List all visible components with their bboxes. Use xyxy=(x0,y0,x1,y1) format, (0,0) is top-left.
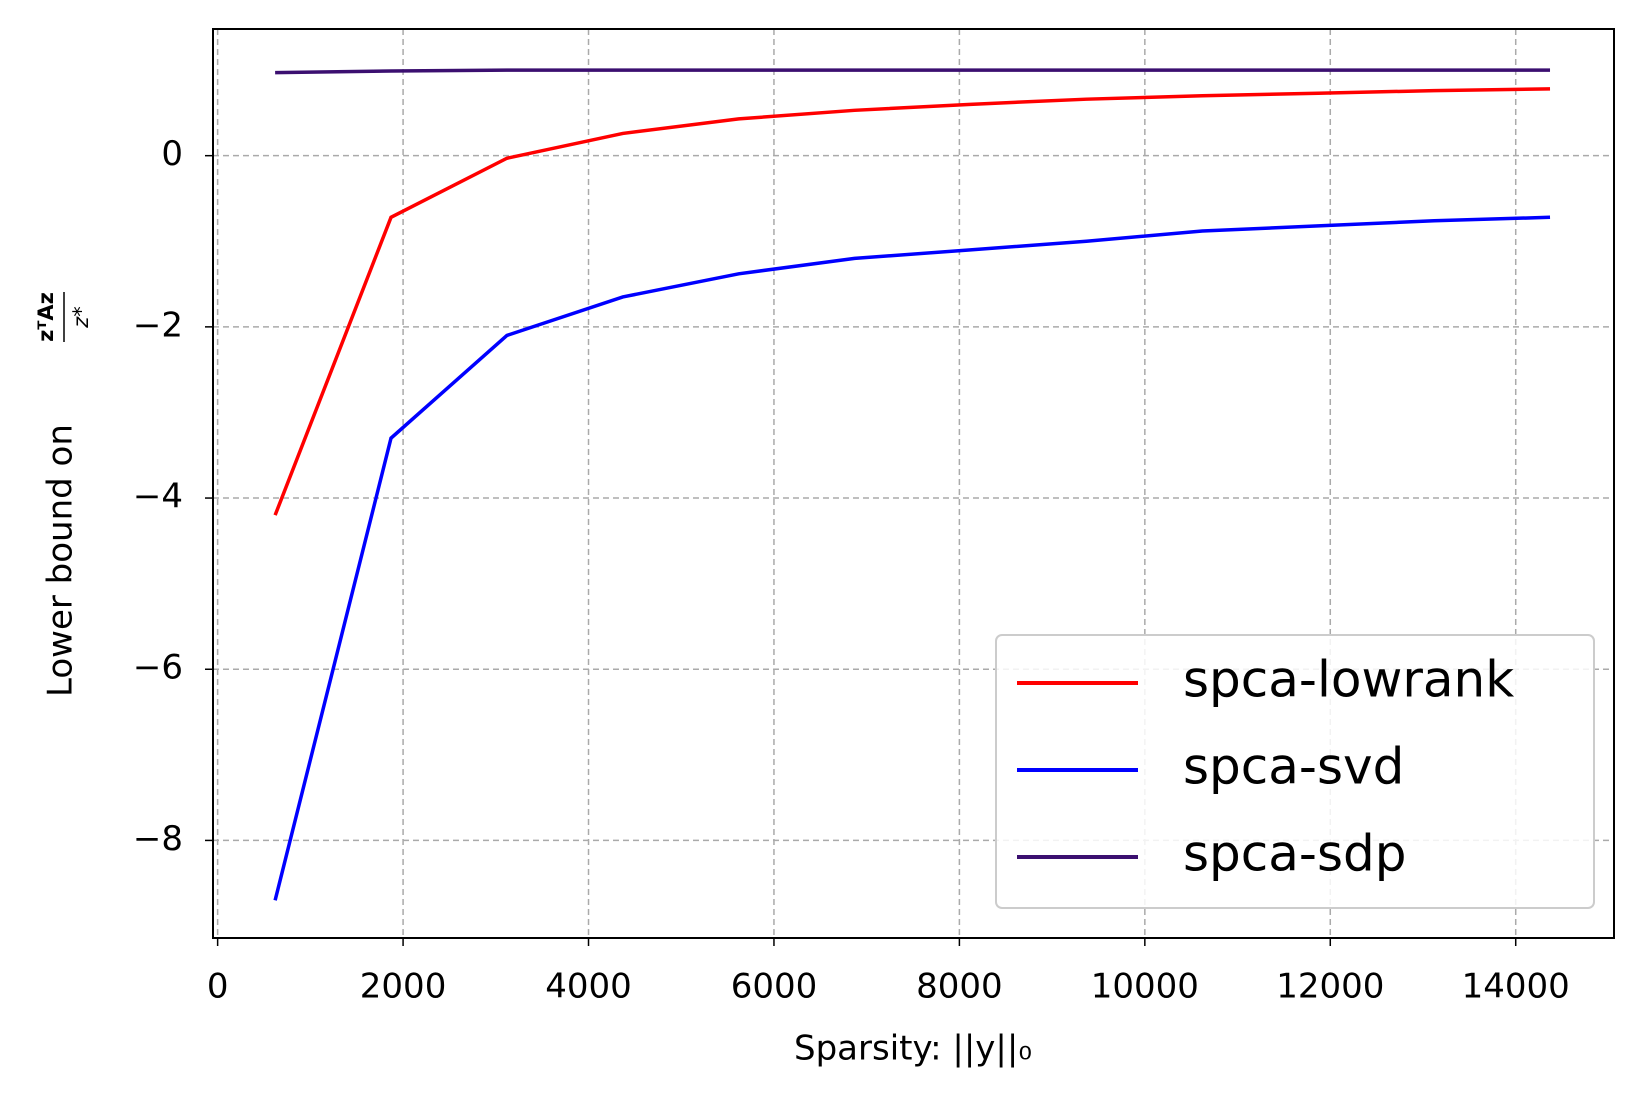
x-axis-label: Sparsity: ||y||₀ xyxy=(794,1029,1032,1069)
legend: spca-lowrank spca-svd spca-sdp xyxy=(995,634,1595,909)
legend-label: spca-sdp xyxy=(1183,825,1407,883)
y-tick-label: −8 xyxy=(133,819,183,859)
x-tick-label: 8000 xyxy=(916,967,1003,1007)
x-tick-label: 0 xyxy=(207,967,229,1007)
legend-label: spca-lowrank xyxy=(1183,651,1514,709)
y-tick-label: −6 xyxy=(133,648,183,688)
series-line xyxy=(273,215,1551,901)
y-tick-label: −2 xyxy=(133,305,183,345)
x-tick-label: 6000 xyxy=(731,967,818,1007)
y-tick-label: −4 xyxy=(133,477,183,517)
x-tick-label: 2000 xyxy=(360,967,447,1007)
series-line xyxy=(273,87,1551,516)
legend-box xyxy=(995,634,1595,909)
y-label-numerator: zᵀAz xyxy=(34,292,58,342)
legend-label: spca-svd xyxy=(1183,738,1404,796)
x-tick-label: 10000 xyxy=(1091,967,1199,1007)
y-axis-label-group: Lower bound on zᵀAz z* xyxy=(34,292,93,697)
x-tick-label: 14000 xyxy=(1462,967,1570,1007)
plot-frame xyxy=(212,28,1615,939)
y-axis-label: Lower bound on xyxy=(41,424,81,697)
x-tick-label: 12000 xyxy=(1276,967,1384,1007)
x-tick-label: 4000 xyxy=(545,967,632,1007)
y-tick-label: 0 xyxy=(161,134,183,174)
series-line xyxy=(275,68,1551,75)
y-label-denominator: z* xyxy=(69,306,93,329)
